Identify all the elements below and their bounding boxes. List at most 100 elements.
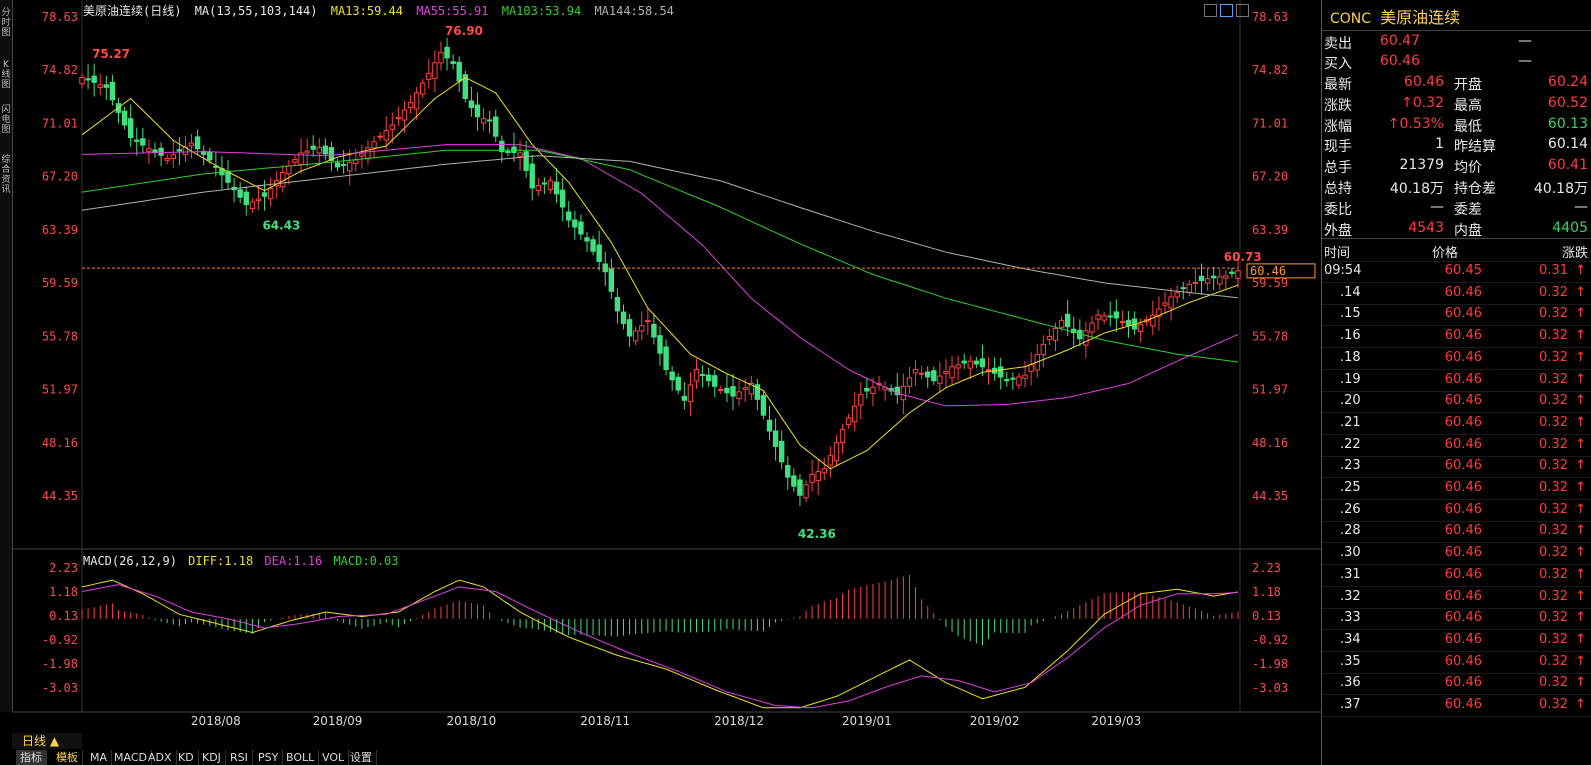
tick-row: .21 60.46 0.32 ↑ — [1322, 412, 1591, 435]
indicator-tab[interactable]: KDJ — [198, 750, 226, 765]
indicator-tab[interactable]: RSI — [226, 750, 253, 765]
candle-body — [353, 159, 359, 165]
indicator-tab[interactable]: MACD — [110, 750, 152, 765]
tick-row: .36 60.46 0.32 ↑ — [1322, 672, 1591, 696]
quote-value: — — [1574, 198, 1588, 215]
indicator-tab[interactable]: MA — [86, 750, 113, 765]
candle-body — [535, 185, 542, 191]
candle-body — [639, 325, 645, 332]
quote-value: 1 — [1435, 136, 1444, 153]
candle-body — [1180, 287, 1186, 290]
quote-label: 最新 — [1324, 77, 1352, 93]
candle-body — [967, 360, 973, 369]
tick-price: 60.46 — [1444, 653, 1482, 669]
candle-body — [377, 135, 383, 138]
tick-time: .14 — [1340, 284, 1361, 300]
candle-body — [626, 319, 633, 337]
buy-row: 买入 60.46 — — [1322, 51, 1591, 72]
tick-time: .20 — [1340, 393, 1361, 409]
sidebar-tab-kline[interactable]: K线图 — [1, 60, 11, 90]
indicator-tab[interactable]: KD — [174, 750, 199, 765]
candle-body — [517, 152, 523, 157]
sidebar-tab-flash[interactable]: 闪电图 — [1, 105, 11, 135]
period-selector[interactable]: 日线 ▲ — [12, 733, 82, 749]
tick-price: 60.46 — [1444, 697, 1482, 712]
indicator-tab[interactable]: 指标 — [16, 750, 47, 765]
candle-body — [1150, 314, 1156, 327]
ma-params[interactable]: MA(13,55,103,144) — [194, 4, 318, 18]
x-axis-label: 2018/10 — [446, 714, 496, 728]
quote-value: ↑0.53% — [1387, 115, 1444, 132]
candle-body — [322, 145, 329, 155]
ma13-value: MA13:59.44 — [330, 4, 403, 18]
quote-label: 委比 — [1324, 201, 1352, 218]
minimize-icon[interactable] — [1204, 4, 1217, 17]
candle-body — [1174, 292, 1180, 298]
candle-body — [657, 335, 663, 354]
x-axis-label: 2018/09 — [313, 714, 363, 728]
quote-row: 委比 — 委差 — — [1322, 197, 1591, 218]
tick-change: 0.32 — [1539, 631, 1568, 647]
candle-body — [724, 387, 730, 394]
tick-row: .26 60.46 0.32 ↑ — [1322, 499, 1591, 522]
candle-body — [1119, 321, 1126, 324]
tick-price: 60.45 — [1444, 263, 1482, 278]
macd-tick-label-right: 2.23 — [1252, 561, 1281, 575]
indicator-tab[interactable]: BOLL — [282, 750, 320, 765]
candle-body — [493, 116, 499, 137]
tick-time: .37 — [1340, 697, 1361, 712]
up-arrow-icon: ↑ — [1575, 545, 1586, 561]
sidebar-tab-intraday[interactable]: 分时图 — [1, 8, 11, 38]
price-tick-label-right: 67.20 — [1252, 170, 1288, 184]
sidebar-tab-news[interactable]: 综合资讯 — [1, 155, 11, 195]
up-arrow-icon: ↑ — [1575, 284, 1586, 300]
candle-body — [438, 51, 444, 64]
candle-body — [851, 405, 858, 423]
price-tick-label-right: 51.97 — [1252, 383, 1288, 397]
tick-row: .35 60.46 0.32 ↑ — [1322, 651, 1591, 674]
candle-body — [1125, 319, 1132, 326]
ma103-value: MA103:53.94 — [501, 4, 582, 18]
tick-row: .20 60.46 0.32 ↑ — [1322, 390, 1591, 414]
tick-price: 60.46 — [1444, 588, 1482, 604]
extreme-label: 60.73 — [1224, 250, 1262, 264]
buy-price: 60.46 — [1379, 53, 1420, 69]
macd-params[interactable]: MACD(26,12,9) — [83, 554, 177, 568]
indicator-tab[interactable]: ADX — [144, 750, 177, 765]
up-arrow-icon: ↑ — [1575, 631, 1586, 647]
candle-body — [937, 375, 943, 384]
candle-body — [845, 417, 852, 426]
quote-label: 外盘 — [1324, 222, 1352, 239]
indicator-tab[interactable]: VOL — [318, 750, 350, 765]
candle-body — [864, 387, 870, 392]
indicator-tab[interactable]: 模板 — [52, 750, 83, 765]
indicator-tab[interactable]: PSY — [254, 750, 284, 765]
candle-body — [961, 360, 967, 364]
restore-icon[interactable] — [1220, 4, 1233, 17]
candle-body — [614, 297, 621, 312]
candle-body — [413, 92, 420, 110]
candle-body — [523, 151, 529, 171]
tick-time: .25 — [1340, 480, 1361, 495]
quote-row: 总手 21379 均价 60.41 — [1322, 155, 1591, 176]
tick-row: .31 60.46 0.32 ↑ — [1322, 564, 1591, 587]
price-chart[interactable]: 78.63 78.63 74.82 74.82 71.01 71.01 67.20 67.20… — [12, 0, 1321, 733]
tick-time: .23 — [1340, 458, 1361, 474]
candle-body — [979, 358, 986, 368]
quote-row: 总持 40.18万 持仓差 40.18万 — [1322, 176, 1591, 197]
candle-body — [925, 371, 931, 378]
tick-price: 60.46 — [1444, 328, 1482, 344]
tick-row: .30 60.46 0.32 ↑ — [1322, 542, 1591, 566]
window-controls — [1204, 2, 1249, 21]
candle-body — [1235, 270, 1241, 279]
chart-header: 美原油连续(日线) MA(13,55,103,144) MA13:59.44 M… — [83, 2, 674, 19]
candle-body — [462, 74, 469, 99]
indicator-tab[interactable]: 设置 — [346, 750, 377, 765]
candle-body — [146, 148, 152, 152]
tick-change: 0.32 — [1539, 328, 1568, 344]
price-tick-label-left: 67.20 — [42, 170, 78, 184]
candle-body — [176, 149, 183, 152]
close-icon[interactable] — [1236, 4, 1249, 17]
candle-body — [1071, 328, 1077, 334]
tick-change: 0.32 — [1539, 545, 1568, 561]
